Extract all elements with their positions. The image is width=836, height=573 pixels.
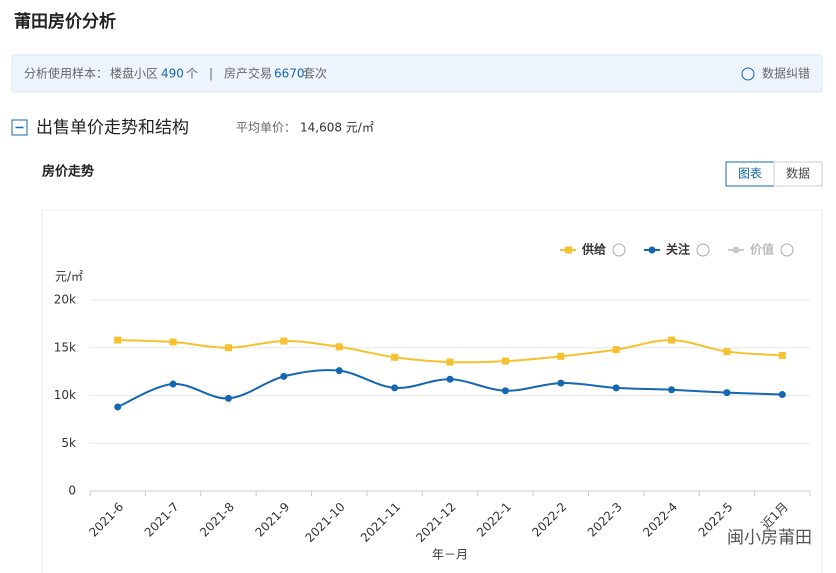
info-text: 套次 — [303, 67, 327, 81]
info-text: 楼盘小区 — [110, 66, 158, 81]
point — [778, 391, 786, 399]
tab-label: 图表 — [738, 167, 762, 181]
page-title: 莆田房价分析 — [14, 11, 116, 32]
point — [280, 337, 288, 345]
help-icon — [696, 243, 710, 257]
help-icon — [612, 243, 626, 257]
legend-label: 供给 — [581, 242, 606, 257]
point — [501, 387, 509, 395]
point — [446, 375, 454, 383]
y-tick-label: 20k — [54, 293, 76, 307]
point — [169, 338, 177, 346]
point — [557, 352, 565, 360]
y-tick-label: 10k — [54, 388, 76, 402]
tab-label: 数据 — [786, 166, 810, 181]
info-count: 6670 — [274, 67, 305, 81]
y-tick-label: 15k — [54, 340, 76, 354]
correction-link[interactable]: 数据纠错 — [762, 66, 810, 81]
point — [169, 380, 177, 388]
point — [391, 384, 399, 392]
info-separator: | — [209, 67, 213, 81]
legend-swatch — [565, 246, 572, 254]
point — [557, 379, 565, 387]
point — [723, 348, 731, 356]
point — [612, 346, 620, 354]
point — [114, 403, 122, 411]
point — [723, 389, 731, 397]
point — [391, 353, 399, 361]
tab-button[interactable] — [773, 161, 823, 187]
point — [114, 336, 122, 344]
help-icon — [780, 243, 794, 257]
point — [668, 336, 676, 344]
info-label: 分析使用样本： — [24, 66, 108, 81]
point — [778, 351, 786, 359]
point — [501, 357, 509, 365]
avg-value: 14,608 元/㎡ — [300, 121, 374, 135]
legend-swatch — [648, 246, 656, 254]
avg-label: 平均单价： — [236, 121, 296, 135]
y-tick-label: 5k — [61, 436, 76, 450]
section-title: 出售单价走势和结构 — [36, 118, 189, 138]
info-icon[interactable] — [741, 67, 755, 81]
point — [335, 367, 343, 375]
legend-swatch — [732, 246, 740, 254]
point — [280, 372, 288, 380]
y-axis-label: 元/㎡ — [55, 270, 83, 284]
point — [335, 343, 343, 351]
info-count: 490 — [161, 67, 184, 81]
collapse-icon[interactable] — [11, 119, 28, 136]
y-tick-label: 0 — [68, 484, 76, 498]
point — [224, 394, 232, 402]
info-bar — [11, 54, 823, 93]
info-text: 房产交易 — [224, 66, 272, 81]
point — [612, 384, 620, 392]
info-text: 个 — [186, 67, 198, 81]
panel-title: 房价走势 — [42, 164, 94, 180]
watermark: 闽小房莆田 — [727, 528, 812, 548]
point — [446, 358, 454, 366]
legend-label: 价值 — [750, 242, 774, 257]
x-axis-label: 年－月 — [432, 548, 468, 562]
point — [224, 344, 232, 352]
point — [668, 386, 676, 394]
legend-label: 关注 — [666, 242, 690, 257]
